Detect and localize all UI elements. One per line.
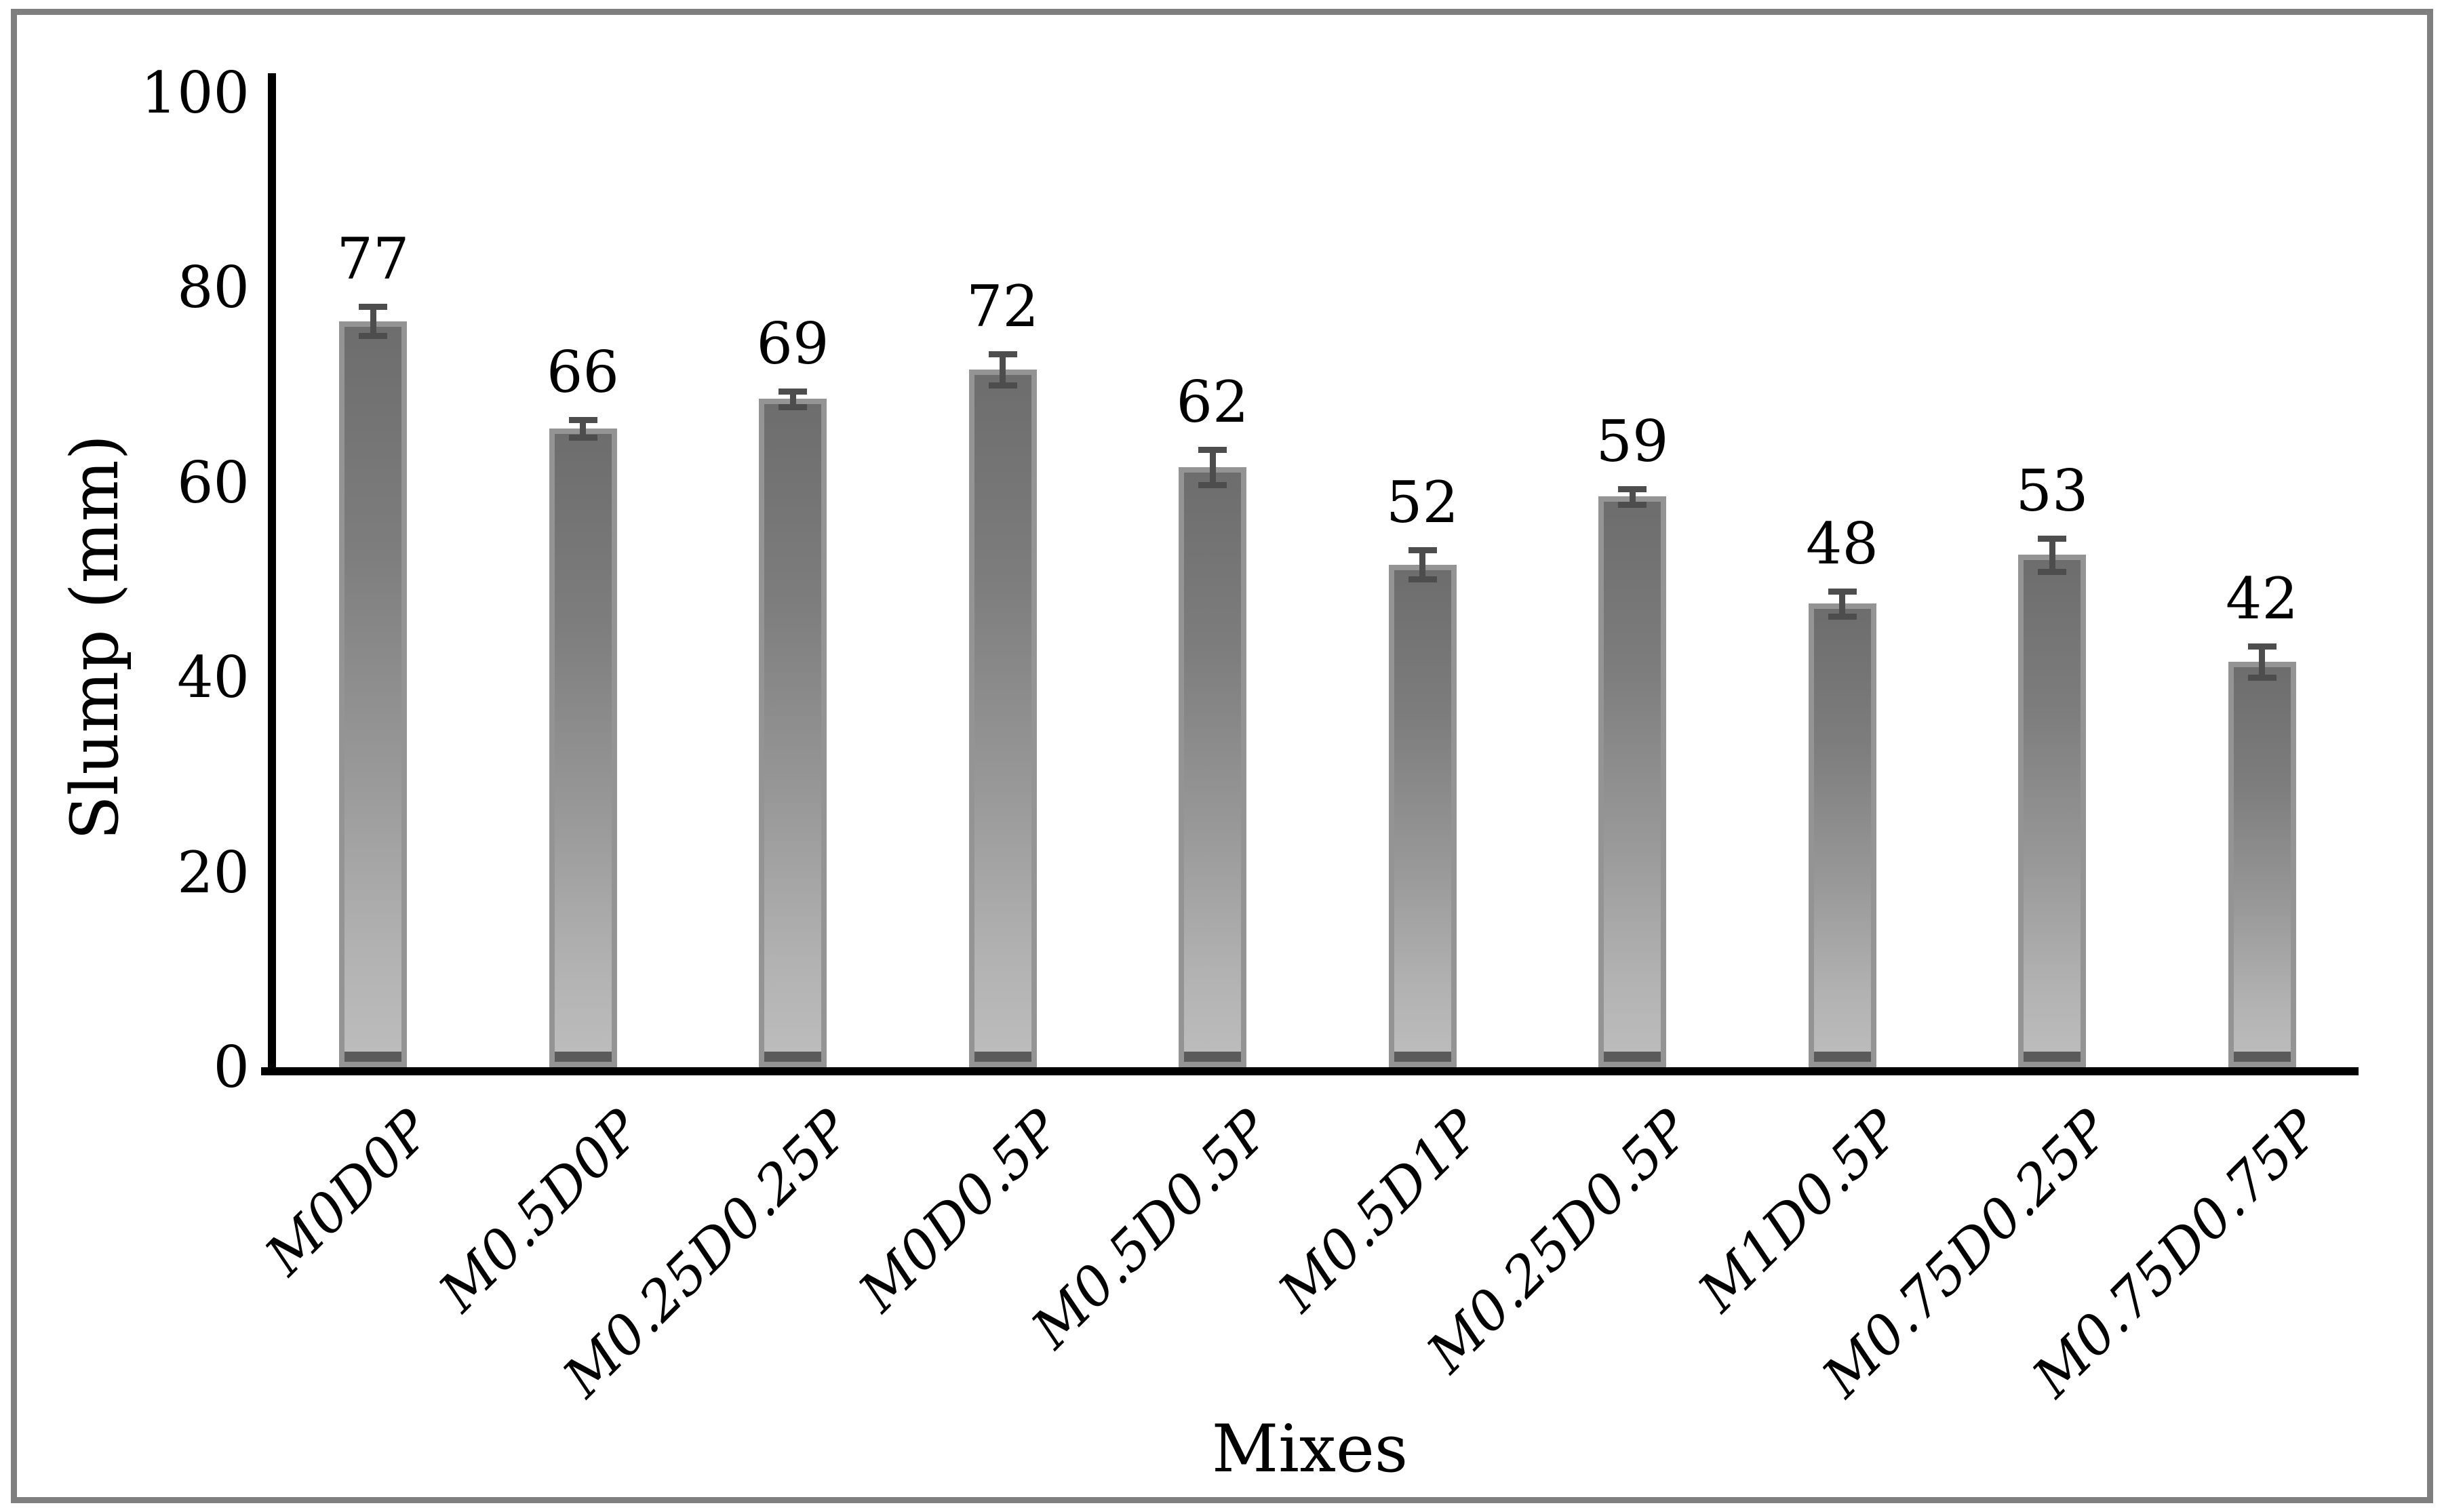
- error-bar-top-cap: [1408, 547, 1437, 554]
- error-bar-line: [1839, 591, 1845, 616]
- y-tick-label: 20: [177, 839, 250, 906]
- data-bar: [1179, 467, 1246, 1067]
- category-label: M0.75D0.25P: [1810, 1098, 2122, 1410]
- bar-foot-shade: [1604, 1051, 1661, 1062]
- y-tick-label: 40: [177, 644, 250, 711]
- error-bar-bottom-cap: [1828, 613, 1857, 620]
- error-bar-top-cap: [988, 351, 1017, 358]
- data-bar: [339, 321, 407, 1067]
- error-bar-top-cap: [1198, 447, 1227, 454]
- category-label: M0.75D0.75P: [2020, 1098, 2332, 1410]
- error-bar-bottom-cap: [2247, 675, 2277, 681]
- error-bar-top-cap: [2247, 643, 2277, 650]
- error-bar-line: [2259, 646, 2265, 678]
- category-label: M0.5D0P: [427, 1098, 653, 1324]
- y-tick-label: 0: [213, 1033, 250, 1100]
- bar-foot-shade: [1813, 1051, 1871, 1062]
- error-bar-line: [1209, 450, 1216, 485]
- bar-value-label: 48: [1806, 510, 1878, 577]
- bar-foot-shade: [554, 1051, 612, 1062]
- y-tick-label: 60: [177, 449, 250, 516]
- error-bar-line: [2049, 538, 2055, 572]
- bar-foot-shade: [2024, 1051, 2081, 1062]
- y-tick-label: 80: [177, 254, 250, 321]
- error-bar-line: [1419, 550, 1425, 580]
- bar-value-label: 62: [1176, 369, 1249, 436]
- error-bar-line: [1000, 354, 1006, 386]
- error-bar-top-cap: [568, 416, 597, 423]
- error-bar-line: [580, 419, 586, 437]
- data-bar: [759, 399, 827, 1067]
- error-bar-bottom-cap: [1408, 576, 1437, 583]
- data-bar: [968, 370, 1037, 1067]
- data-bar: [1808, 603, 1876, 1067]
- category-label: M0D0P: [253, 1098, 443, 1288]
- error-bar-bottom-cap: [1618, 501, 1647, 508]
- error-bar-bottom-cap: [1198, 481, 1227, 488]
- bar-value-label: 72: [966, 273, 1039, 340]
- bar-value-label: 59: [1596, 407, 1669, 475]
- error-bar-bottom-cap: [359, 333, 387, 340]
- error-bar-bottom-cap: [988, 382, 1017, 389]
- category-label: M0.25D0.25P: [551, 1098, 863, 1410]
- error-bar-top-cap: [1618, 485, 1647, 492]
- data-bar: [1388, 564, 1457, 1067]
- category-label: M0D0.5P: [846, 1098, 1073, 1324]
- error-bar-line: [1629, 488, 1636, 504]
- error-bar-top-cap: [778, 388, 807, 395]
- bar-foot-shade: [974, 1051, 1031, 1062]
- data-bar: [549, 428, 617, 1067]
- bar-foot-shade: [344, 1051, 401, 1062]
- bar-value-label: 52: [1386, 469, 1459, 536]
- bar-value-label: 53: [2015, 457, 2089, 524]
- data-bar: [2228, 662, 2296, 1067]
- error-bar-line: [370, 306, 376, 336]
- bar-foot-shade: [764, 1051, 821, 1062]
- error-bar-bottom-cap: [778, 403, 807, 410]
- bar-foot-shade: [1184, 1051, 1241, 1062]
- bar-value-label: 66: [547, 338, 619, 405]
- category-label: M1D0.5P: [1686, 1098, 1912, 1324]
- error-bar-bottom-cap: [568, 434, 597, 441]
- error-bar-top-cap: [1828, 588, 1857, 595]
- bar-value-label: 69: [756, 310, 829, 377]
- y-axis-line: [268, 73, 276, 1075]
- error-bar-bottom-cap: [2038, 568, 2066, 575]
- error-bar-line: [789, 391, 796, 407]
- error-bar-top-cap: [2038, 535, 2066, 542]
- error-bar-top-cap: [359, 303, 387, 310]
- x-axis-line: [261, 1067, 2359, 1075]
- data-bar: [2018, 555, 2086, 1067]
- bar-foot-shade: [1394, 1051, 1451, 1062]
- bar-value-label: 42: [2226, 565, 2298, 633]
- bar-value-label: 77: [336, 225, 410, 292]
- bar-foot-shade: [2233, 1051, 2291, 1062]
- data-bar: [1598, 496, 1666, 1067]
- x-axis-title: Mixes: [1211, 1411, 1408, 1487]
- y-tick-label: 100: [140, 59, 250, 126]
